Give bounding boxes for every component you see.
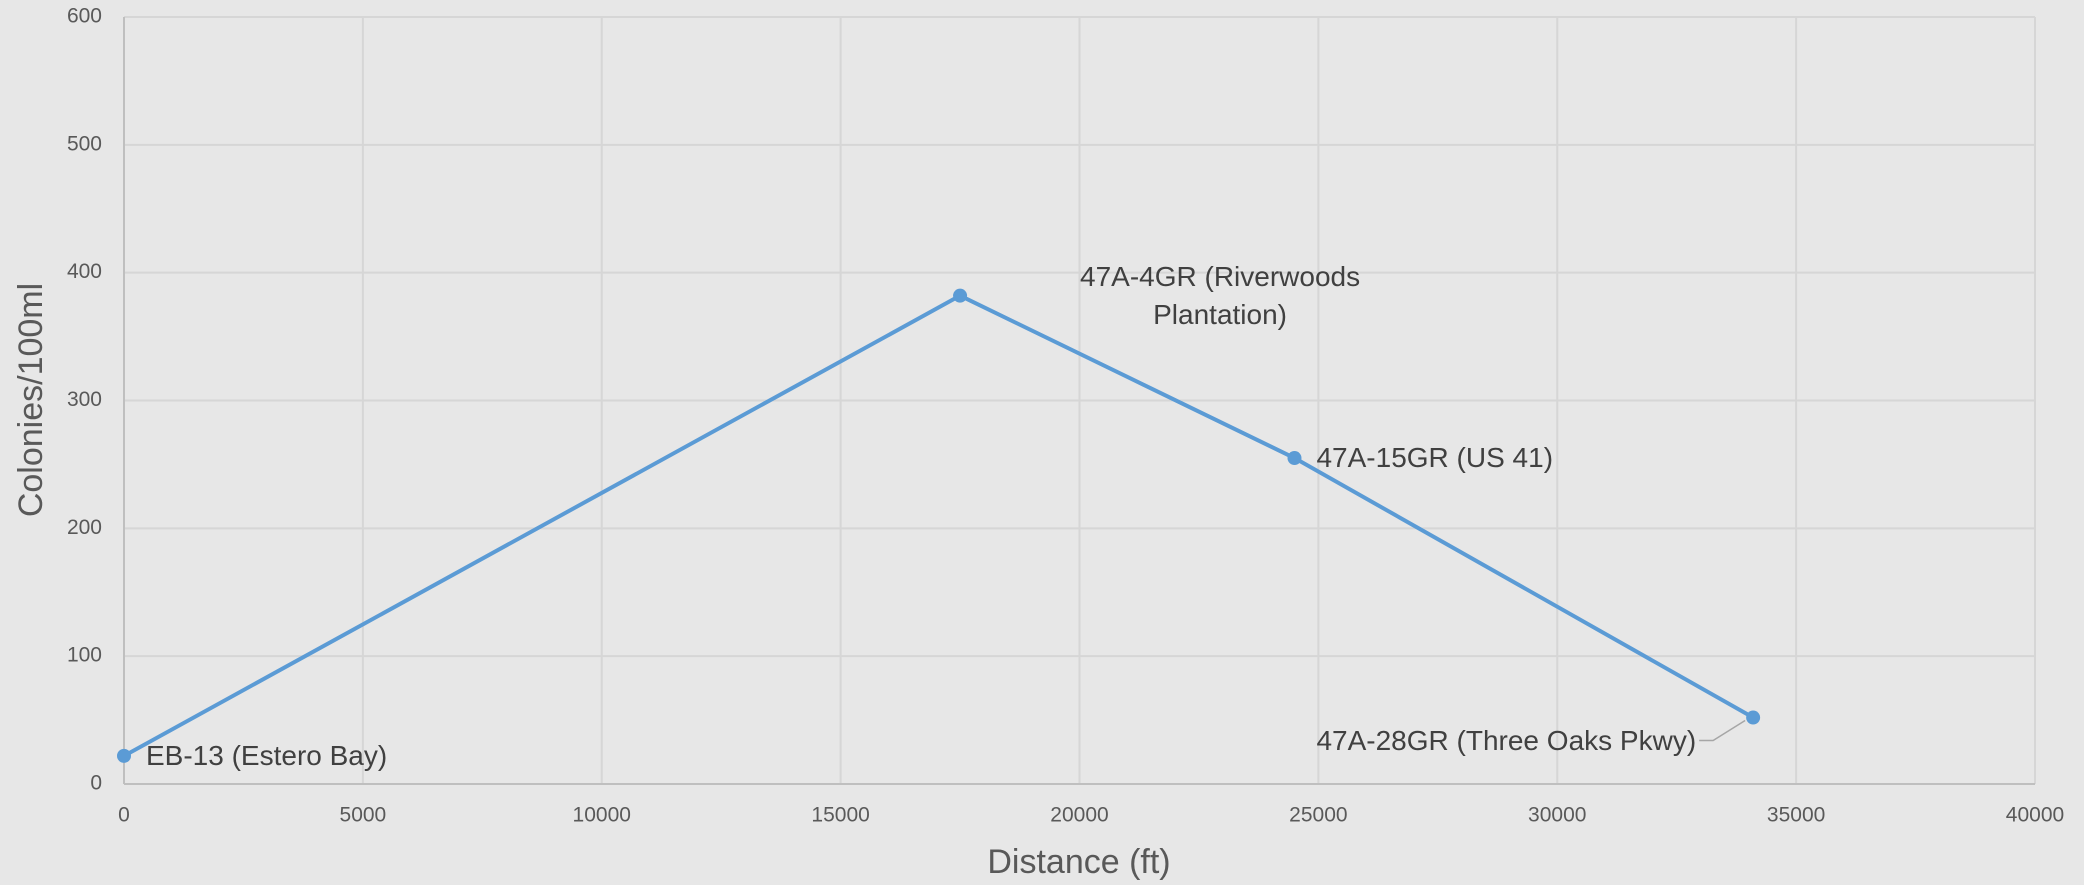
x-tick-label: 15000: [811, 804, 869, 827]
data-point: [117, 748, 131, 763]
x-tick-label: 20000: [1050, 804, 1108, 827]
point-label: EB-13 (Estero Bay): [146, 739, 388, 771]
x-tick-label: 10000: [573, 804, 631, 827]
y-tick-label: 100: [67, 644, 102, 667]
y-tick-label: 200: [67, 516, 102, 539]
point-label: 47A-28GR (Three Oaks Pkwy): [1316, 724, 1697, 756]
x-tick-label: 0: [118, 804, 130, 827]
x-axis-title: Distance (ft): [987, 843, 1170, 881]
point-label: 47A-4GR (Riverwoods Plantation): [1080, 260, 1361, 330]
y-tick-label: 300: [67, 388, 102, 411]
x-tick-label: 30000: [1528, 804, 1586, 827]
data-point: [1746, 710, 1761, 725]
y-axis-title: Colonies/100ml: [12, 283, 50, 517]
series-line: [123, 293, 1755, 758]
x-tick-label: 40000: [2006, 804, 2064, 827]
point-label: 47A-15GR (US 41): [1316, 442, 1554, 474]
data-point: [1287, 451, 1302, 466]
x-tick-label: 35000: [1767, 804, 1825, 827]
x-tick-label: 5000: [340, 804, 387, 827]
x-tick-label: 25000: [1289, 804, 1347, 827]
y-tick-label: 0: [90, 772, 102, 795]
leader-line: [1699, 719, 1746, 742]
data-point: [953, 288, 968, 303]
y-tick-label: 400: [67, 260, 102, 283]
y-tick-label: 600: [67, 5, 102, 28]
y-tick-label: 500: [67, 132, 102, 155]
